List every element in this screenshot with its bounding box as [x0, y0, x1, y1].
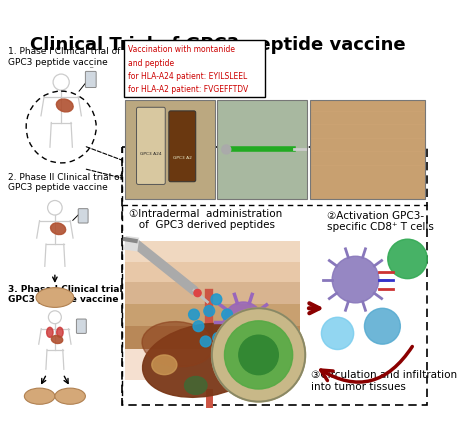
FancyBboxPatch shape [125, 101, 215, 200]
Ellipse shape [143, 323, 267, 397]
Circle shape [212, 309, 305, 402]
Circle shape [193, 321, 204, 332]
Bar [122, 147, 427, 405]
Text: GPC3 A24: GPC3 A24 [140, 152, 162, 156]
Text: ②Activation GPC3-
specific CD8⁺ T cells: ②Activation GPC3- specific CD8⁺ T cells [327, 210, 434, 232]
Circle shape [365, 309, 401, 344]
Text: 3. Phase I Clinical trial of
GPC3 peptide vaccine: 3. Phase I Clinical trial of GPC3 peptid… [8, 284, 136, 304]
Circle shape [239, 335, 278, 375]
FancyBboxPatch shape [125, 241, 300, 380]
FancyBboxPatch shape [125, 283, 300, 304]
Circle shape [189, 310, 200, 320]
Circle shape [200, 336, 211, 347]
Circle shape [222, 146, 231, 154]
FancyBboxPatch shape [137, 108, 165, 185]
Circle shape [213, 333, 224, 344]
Circle shape [321, 317, 354, 350]
Ellipse shape [142, 322, 214, 367]
Circle shape [204, 306, 215, 316]
FancyBboxPatch shape [310, 101, 425, 200]
Circle shape [224, 302, 263, 342]
Ellipse shape [51, 336, 63, 344]
Ellipse shape [184, 377, 207, 394]
FancyBboxPatch shape [125, 304, 300, 326]
FancyBboxPatch shape [78, 209, 88, 224]
Ellipse shape [57, 328, 63, 338]
FancyBboxPatch shape [85, 72, 96, 88]
Text: ③Circulation and infiltration
into tumor tissues: ③Circulation and infiltration into tumor… [310, 369, 457, 391]
FancyBboxPatch shape [76, 319, 86, 334]
Text: Clinical Trial of GPC3 peptide vaccine: Clinical Trial of GPC3 peptide vaccine [30, 37, 406, 54]
Text: ─: ─ [89, 65, 92, 71]
FancyBboxPatch shape [125, 326, 300, 349]
FancyBboxPatch shape [125, 241, 300, 262]
FancyBboxPatch shape [217, 101, 307, 200]
FancyArrowPatch shape [321, 347, 412, 382]
Ellipse shape [51, 224, 66, 235]
Text: Vaccination with montanide
and peptide
for HLA-A24 patient: EYILSLEEL
for HLA-A2: Vaccination with montanide and peptide f… [128, 45, 249, 94]
FancyBboxPatch shape [169, 112, 196, 182]
Ellipse shape [46, 328, 53, 338]
Circle shape [211, 294, 222, 305]
Ellipse shape [55, 388, 85, 404]
Text: ①Intradermal  administration
   of  GPC3 derived peptides: ①Intradermal administration of GPC3 deri… [129, 208, 283, 230]
Circle shape [222, 310, 233, 320]
FancyBboxPatch shape [125, 262, 300, 283]
Circle shape [388, 240, 427, 279]
Circle shape [332, 257, 379, 303]
Circle shape [194, 290, 201, 297]
Ellipse shape [36, 288, 74, 307]
Ellipse shape [56, 100, 73, 113]
Text: GPC3 A2: GPC3 A2 [173, 155, 192, 159]
Ellipse shape [152, 355, 177, 375]
FancyBboxPatch shape [124, 41, 265, 98]
Text: 2. Phase II Clinical trial of
GPC3 peptide vaccine: 2. Phase II Clinical trial of GPC3 pepti… [8, 172, 123, 192]
Ellipse shape [24, 388, 55, 404]
Circle shape [225, 321, 292, 389]
Text: 1. Phase I Clinical trial of
GPC3 peptide vaccine: 1. Phase I Clinical trial of GPC3 peptid… [8, 47, 120, 67]
